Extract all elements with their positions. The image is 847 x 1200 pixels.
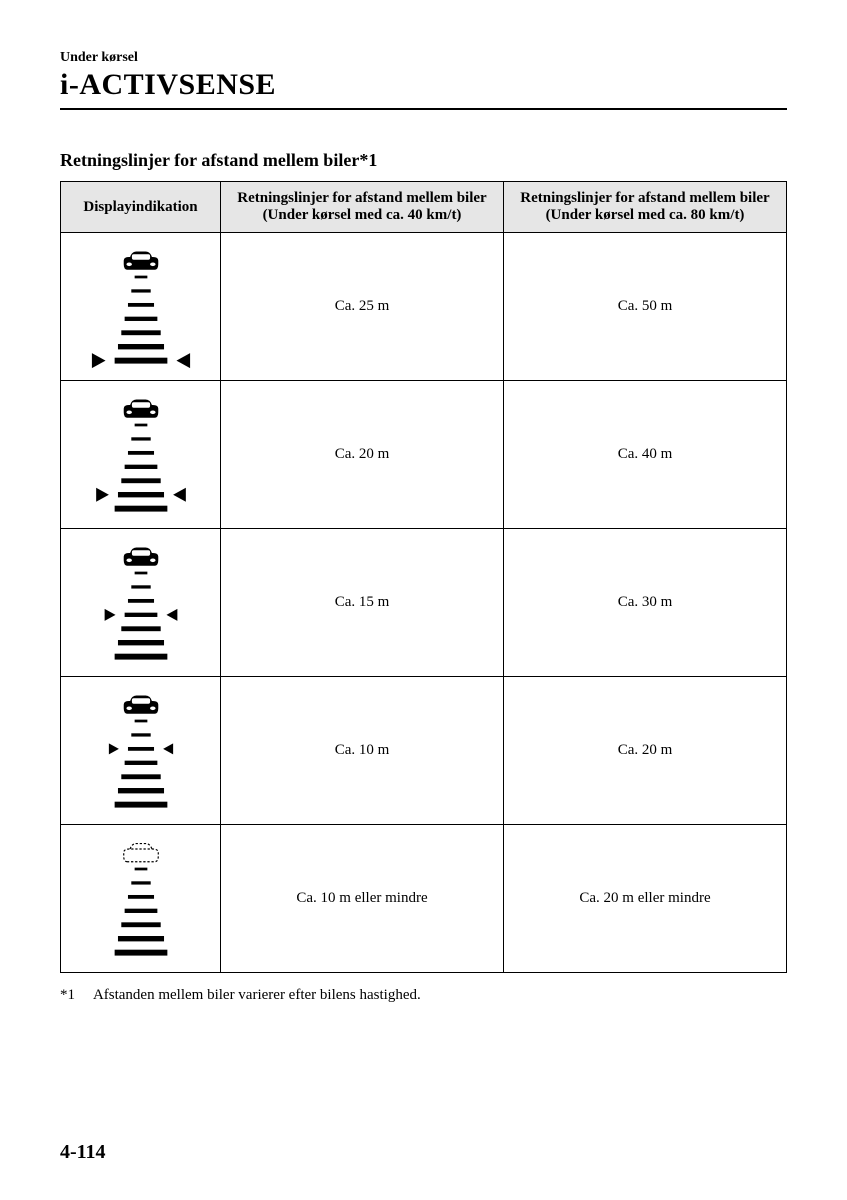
table-row: Ca. 10 m eller mindreCa. 20 m eller mind… <box>61 825 787 973</box>
distance-bar <box>127 598 153 602</box>
distance-arrow-left-icon <box>96 487 109 501</box>
distance-bar <box>127 302 153 306</box>
table-row: Ca. 25 mCa. 50 m <box>61 233 787 381</box>
page-number: 4-114 <box>60 1141 106 1164</box>
distance-bar <box>131 733 150 736</box>
section-subheading: Retningslinjer for afstand mellem biler*… <box>60 150 787 171</box>
distance-40kmt-cell: Ca. 20 m <box>221 381 504 529</box>
distance-bar <box>131 881 150 884</box>
distance-bar <box>114 505 167 511</box>
distance-indicator-icon <box>91 540 191 666</box>
distance-bar <box>134 867 147 870</box>
col-header-line1: Displayindikation <box>83 199 197 215</box>
distance-bar <box>124 316 157 320</box>
distance-40kmt-cell: Ca. 25 m <box>221 233 504 381</box>
table-header-row: Displayindikation Retningslinjer for afs… <box>61 182 787 233</box>
distance-bar <box>114 653 167 659</box>
display-indication-cell <box>61 381 221 529</box>
distance-bar <box>134 275 147 278</box>
distance-arrow-left-icon <box>104 608 115 620</box>
distance-40kmt-cell: Ca. 10 m <box>221 677 504 825</box>
distance-arrow-left-icon <box>91 353 105 368</box>
distance-indicator-icon <box>91 392 191 518</box>
display-indication-cell <box>61 233 221 381</box>
page-title: i-ACTIVSENSE <box>60 68 787 102</box>
display-indication-cell <box>61 677 221 825</box>
table-row: Ca. 10 mCa. 20 m <box>61 677 787 825</box>
distance-bar <box>114 357 167 363</box>
table-row: Ca. 20 mCa. 40 m <box>61 381 787 529</box>
subheading-suffix: *1 <box>359 150 377 170</box>
display-indication-cell <box>61 529 221 677</box>
distance-bar <box>134 719 147 722</box>
col-header-line2: (Under kørsel med ca. 80 km/t) <box>546 207 745 223</box>
distance-80kmt-cell: Ca. 50 m <box>504 233 787 381</box>
distance-arrow-right-icon <box>176 353 190 368</box>
distance-40kmt-cell: Ca. 10 m eller mindre <box>221 825 504 973</box>
distance-bar <box>127 894 153 898</box>
table-row: Ca. 15 mCa. 30 m <box>61 529 787 677</box>
distance-bar <box>124 464 157 468</box>
distance-bar <box>117 344 163 349</box>
distance-guidelines-table: Displayindikation Retningslinjer for afs… <box>60 181 787 973</box>
distance-indicator-icon <box>91 688 191 814</box>
distance-bar <box>117 640 163 645</box>
distance-bar <box>121 330 160 335</box>
distance-bar <box>117 788 163 793</box>
distance-bar <box>114 801 167 807</box>
distance-80kmt-cell: Ca. 40 m <box>504 381 787 529</box>
distance-80kmt-cell: Ca. 20 m eller mindre <box>504 825 787 973</box>
distance-arrow-right-icon <box>166 608 177 620</box>
col-header-line2: (Under kørsel med ca. 40 km/t) <box>263 207 462 223</box>
distance-bar <box>121 774 160 779</box>
distance-bar <box>134 423 147 426</box>
distance-arrow-right-icon <box>173 487 186 501</box>
breadcrumb: Under kørsel <box>60 50 787 66</box>
distance-bar <box>131 437 150 440</box>
distance-bar <box>124 908 157 912</box>
distance-bar <box>124 612 157 616</box>
distance-bar <box>131 289 150 292</box>
distance-bar <box>121 922 160 927</box>
footnote-ref: *1 <box>60 987 90 1004</box>
col-header-display: Displayindikation <box>61 182 221 233</box>
display-indication-cell <box>61 825 221 973</box>
distance-40kmt-cell: Ca. 15 m <box>221 529 504 677</box>
distance-bar <box>131 585 150 588</box>
distance-bar <box>114 949 167 955</box>
col-header-line1: Retningslinjer for afstand mellem biler <box>237 190 486 206</box>
distance-arrow-right-icon <box>163 743 173 754</box>
distance-bar <box>127 746 153 750</box>
distance-80kmt-cell: Ca. 20 m <box>504 677 787 825</box>
distance-bar <box>117 936 163 941</box>
distance-bar <box>121 478 160 483</box>
footnote-text: Afstanden mellem biler varierer efter bi… <box>93 987 421 1003</box>
footnote: *1 Afstanden mellem biler varierer efter… <box>60 987 787 1004</box>
col-header-80kmt: Retningslinjer for afstand mellem biler … <box>504 182 787 233</box>
title-rule <box>60 108 787 110</box>
distance-bar <box>124 760 157 764</box>
col-header-40kmt: Retningslinjer for afstand mellem biler … <box>221 182 504 233</box>
distance-bar <box>127 450 153 454</box>
distance-arrow-left-icon <box>108 743 118 754</box>
distance-indicator-icon <box>91 244 191 370</box>
subheading-text: Retningslinjer for afstand mellem biler <box>60 150 359 170</box>
distance-bar <box>134 571 147 574</box>
distance-bar <box>121 626 160 631</box>
distance-bar <box>117 492 163 497</box>
distance-80kmt-cell: Ca. 30 m <box>504 529 787 677</box>
col-header-line1: Retningslinjer for afstand mellem biler <box>520 190 769 206</box>
distance-indicator-icon <box>91 836 191 962</box>
